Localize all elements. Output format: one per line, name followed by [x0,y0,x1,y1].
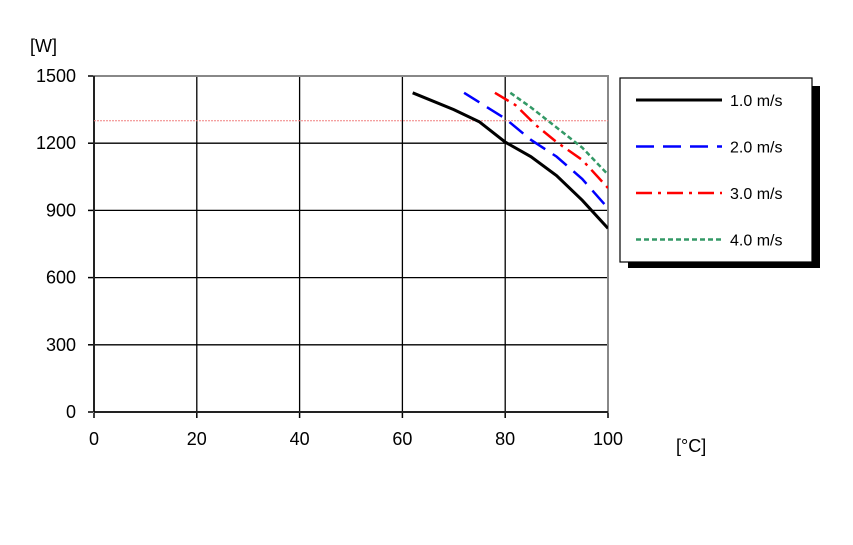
series-line [509,91,608,176]
x-tick-label: 80 [495,429,515,449]
x-tick-label: 0 [89,429,99,449]
x-tick-label: 100 [593,429,623,449]
legend-label: 2.0 m/s [730,140,782,157]
y-tick-label: 600 [46,268,76,288]
y-tick-label: 300 [46,335,76,355]
series-line [463,91,608,209]
series-group [412,91,608,230]
legend-label: 4.0 m/s [730,233,782,250]
x-tick-label: 20 [187,429,207,449]
x-tick-label: 60 [392,429,412,449]
series-line [494,91,608,189]
legend-box [619,77,813,263]
legend-label: 3.0 m/s [730,186,782,203]
y-tick-label: 0 [66,402,76,422]
plot-border [93,75,609,413]
series-line [412,91,608,230]
x-tick-label: 40 [290,429,310,449]
y-axis-label: [W] [30,36,57,56]
y-tick-label: 1500 [36,66,76,86]
x-axis-label: [°C] [676,436,706,456]
legend-label: 1.0 m/s [730,93,782,110]
y-tick-label: 900 [46,200,76,220]
y-tick-label: 1200 [36,133,76,153]
